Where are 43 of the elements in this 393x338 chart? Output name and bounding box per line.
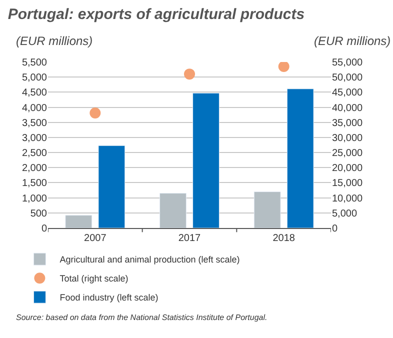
y-tick-label: 4,500 [22,88,48,99]
y-tick-label: 5,500 [22,58,48,68]
y2-tick-label: 40,000 [332,102,364,114]
point [184,68,195,80]
y2-tick-label: 5,000 [332,208,358,220]
y2-tick-label: 45,000 [332,88,364,99]
bar [98,145,126,228]
y2-tick-label: 25,000 [332,148,364,160]
bar [65,215,92,228]
source-note: Source: based on data from the National Statistics Institute of Portugal. [16,313,268,322]
x-tick-label: 2017 [178,233,202,244]
y2-tick-label: 50,000 [332,72,364,84]
y2-tick-label: 30,000 [332,132,364,144]
y2-tick-label: 20,000 [332,163,364,174]
y2-tick-label: 15,000 [332,178,364,190]
y2-axis-title: (EUR millions) [314,34,391,48]
x-tick-label: 2007 [84,233,107,244]
y2-tick-label: 55,000 [332,58,364,68]
bar [160,193,186,228]
y-tick-label: 4,000 [22,102,48,114]
y-tick-label: 500 [30,208,48,220]
y2-tick-label: 35,000 [332,118,364,129]
chart-title: Portugal: exports of agricultural products [8,6,305,23]
y-tick-label: 2,000 [22,163,48,174]
y-tick-label: 1,000 [22,193,48,204]
x-tick-label: 2018 [272,233,296,244]
bar [286,88,314,228]
bar [254,192,281,228]
bar [192,92,220,228]
legend-label: Food industry (left scale) [60,292,158,303]
y2-tick-label: 10,000 [332,193,364,204]
legend-label: Agricultural and animal production (left scale) [60,254,240,265]
y-tick-label: 3,500 [22,118,48,129]
y-tick-label: 1,500 [22,178,48,190]
legend-label: Total (right scale) [60,274,128,284]
y-tick-label: 3,000 [22,132,48,144]
y-tick-label: 5,000 [22,72,48,84]
point [90,108,101,119]
y-tick-label: 2,500 [22,148,48,160]
y-tick-label: 0 [41,224,48,234]
point [278,62,290,72]
y2-tick-label: 0 [332,224,338,234]
y-axis-title: (EUR millions) [16,34,93,48]
